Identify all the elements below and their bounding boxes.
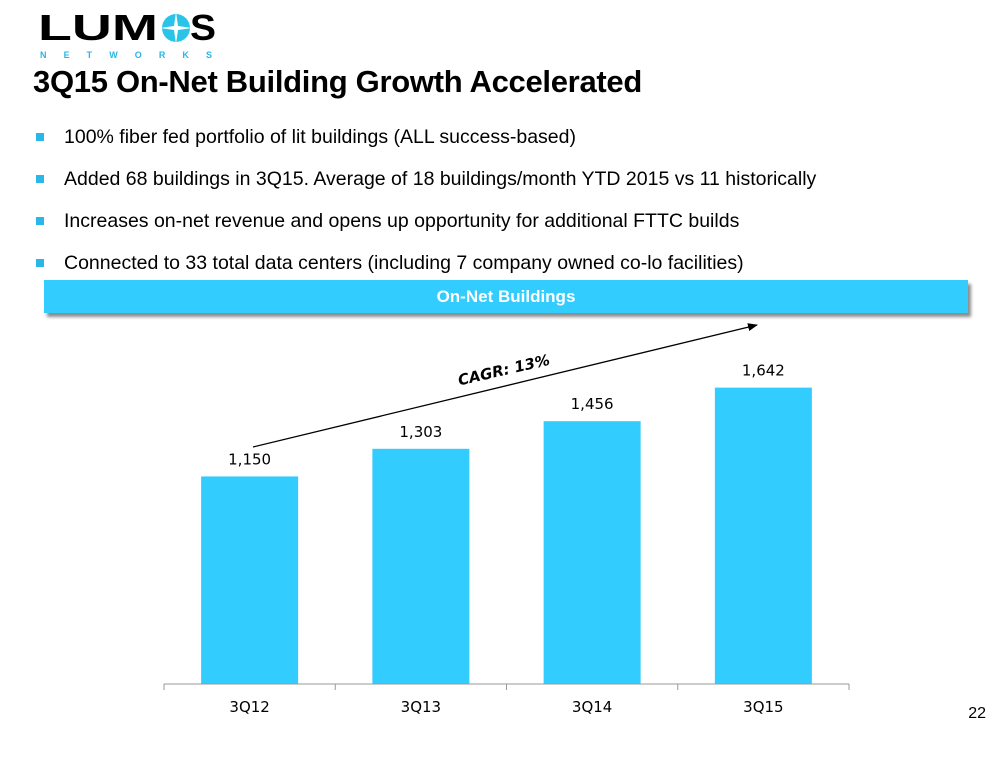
data-label: 1,456 [571, 395, 614, 413]
bar-3Q15 [714, 387, 812, 684]
x-tick-label: 3Q15 [743, 698, 783, 716]
bullet-text: Added 68 buildings in 3Q15. Average of 1… [64, 168, 817, 190]
x-tick-label: 3Q13 [401, 698, 441, 716]
data-label: 1,150 [228, 450, 271, 468]
data-label: 1,303 [399, 423, 442, 441]
page-title: 3Q15 On-Net Building Growth Accelerated [33, 64, 642, 99]
bullet-item: 100% fiber fed portfolio of lit building… [36, 122, 816, 164]
cagr-arrow [252, 323, 758, 448]
bullet-text: Increases on-net revenue and opens up op… [64, 210, 740, 232]
x-tick-label: 3Q14 [572, 698, 612, 716]
data-label: 1,642 [742, 362, 785, 380]
cagr-label: CAGR: 13% [456, 351, 551, 390]
bullet-item: Increases on-net revenue and opens up op… [36, 206, 816, 248]
bullet-list: 100% fiber fed portfolio of lit building… [36, 122, 816, 290]
bullet-square-icon [36, 259, 44, 267]
bullet-square-icon [36, 217, 44, 225]
bullet-item: Connected to 33 total data centers (incl… [36, 248, 816, 290]
bar-3Q12 [201, 476, 299, 684]
bullet-text: Connected to 33 total data centers (incl… [64, 252, 744, 274]
bullet-square-icon [36, 175, 44, 183]
lumos-networks-logo: LUM S NETWORKS [38, 7, 216, 60]
chart-title-banner: On-Net Buildings [44, 280, 968, 313]
svg-text:S: S [190, 7, 216, 48]
x-tick-label: 3Q12 [229, 698, 269, 716]
bullet-text: 100% fiber fed portfolio of lit building… [64, 126, 576, 148]
bar-3Q14 [543, 421, 641, 684]
svg-text:LUM: LUM [38, 7, 158, 48]
bar-3Q13 [372, 448, 470, 684]
bullet-item: Added 68 buildings in 3Q15. Average of 1… [36, 164, 816, 206]
page-number: 22 [968, 705, 986, 722]
bullet-square-icon [36, 133, 44, 141]
